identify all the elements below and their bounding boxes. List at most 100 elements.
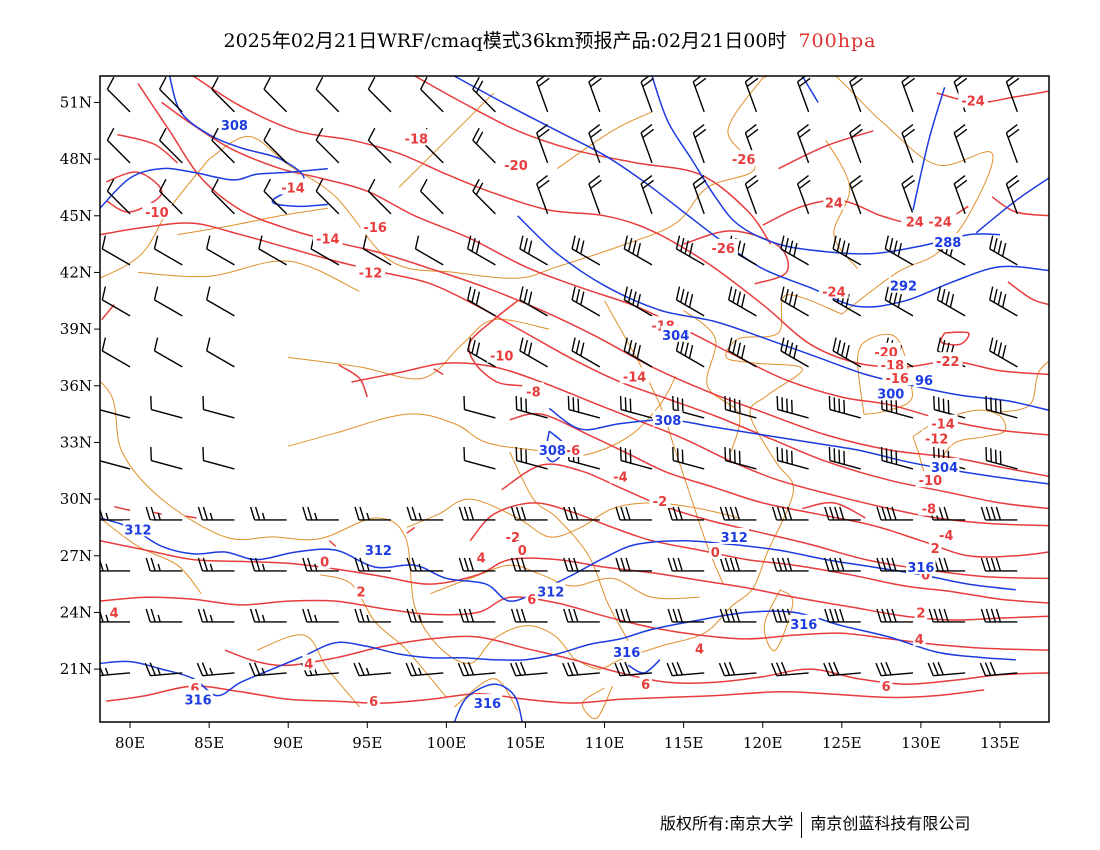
temperature-label: -6 bbox=[566, 444, 580, 459]
temperature-label: -12 bbox=[925, 433, 949, 448]
wind-barb bbox=[1005, 76, 1020, 113]
wind-barb bbox=[571, 286, 601, 317]
wind-barb bbox=[406, 557, 444, 572]
temperature-label-bg bbox=[360, 218, 390, 235]
temperature-label: -10 bbox=[490, 350, 514, 365]
lon-tick-label: 85E bbox=[194, 734, 224, 752]
temperature-label: -10 bbox=[145, 206, 169, 221]
map-frame bbox=[99, 75, 1050, 723]
wind-barb bbox=[985, 395, 1018, 419]
height-contour bbox=[975, 177, 1049, 234]
temperature-label: 6 bbox=[527, 593, 536, 608]
wind-barb bbox=[472, 76, 496, 113]
wind-barb bbox=[828, 395, 861, 419]
wind-barb bbox=[197, 506, 235, 521]
wind-barb bbox=[989, 337, 1018, 368]
wind-barb bbox=[571, 337, 601, 368]
temperature-contour bbox=[100, 596, 1049, 651]
wind-barb bbox=[263, 178, 288, 215]
wind-barb bbox=[985, 446, 1018, 470]
height-label-bg bbox=[888, 276, 919, 293]
wind-barb bbox=[101, 235, 131, 266]
wind-barb bbox=[989, 286, 1018, 317]
wind-barb bbox=[927, 661, 966, 677]
wind-barb bbox=[823, 661, 861, 677]
temperature-label-bg bbox=[819, 282, 849, 299]
height-contour bbox=[168, 76, 328, 208]
wind-barb bbox=[367, 127, 392, 164]
temperature-label: 6 bbox=[641, 678, 650, 693]
wind-barb bbox=[724, 446, 757, 470]
longitude-axis: 80E 85E 90E 95E 100E 105E 110E 115E 120E 125E 130E… bbox=[115, 722, 1020, 752]
wind-barb bbox=[106, 76, 131, 113]
wind-barb bbox=[667, 608, 705, 623]
temperature-label-bg bbox=[142, 203, 172, 219]
height-contour bbox=[100, 167, 328, 209]
wind-barb bbox=[463, 446, 496, 470]
wind-barb bbox=[211, 178, 235, 215]
wind-barb bbox=[515, 446, 548, 470]
temperature-contour bbox=[224, 635, 1049, 685]
wind-barb bbox=[509, 661, 548, 677]
temperature-label-bg bbox=[709, 543, 722, 559]
temperature-label-bg bbox=[933, 352, 963, 369]
wind-barb bbox=[510, 608, 548, 623]
wind-barb bbox=[640, 76, 655, 113]
temperature-label: -4 bbox=[939, 529, 953, 544]
wind-barb bbox=[144, 662, 183, 677]
wind-barb bbox=[953, 124, 968, 164]
wind-barb bbox=[249, 506, 287, 521]
height-contours bbox=[100, 76, 1049, 722]
wind-barb bbox=[666, 661, 705, 677]
temperature-contour bbox=[114, 505, 131, 512]
height-label-bg bbox=[933, 233, 963, 250]
temperature-label: -14 bbox=[316, 232, 340, 247]
wind-barb bbox=[849, 124, 863, 164]
height-label-bg bbox=[536, 582, 566, 599]
boundary-line bbox=[825, 139, 859, 270]
wind-barb bbox=[315, 178, 340, 215]
temperature-label: -12 bbox=[359, 266, 383, 281]
lat-tick-label: 42N bbox=[60, 263, 92, 281]
temperature-contour bbox=[802, 501, 866, 519]
temperature-label: -14 bbox=[623, 370, 647, 385]
temperature-label-bg bbox=[502, 527, 524, 544]
wind-barb bbox=[519, 337, 548, 368]
wind-barb bbox=[719, 608, 757, 623]
boundary-line bbox=[683, 309, 741, 453]
height-label: 316 bbox=[613, 646, 640, 661]
wind-barb bbox=[588, 76, 602, 113]
temperature-label: -18 bbox=[405, 132, 429, 147]
wind-barb bbox=[100, 409, 131, 419]
wind-barb bbox=[771, 506, 809, 521]
lon-tick-label: 100E bbox=[427, 734, 467, 752]
wind-barb bbox=[248, 662, 287, 677]
temperature-label-bg bbox=[914, 603, 928, 620]
wind-barb bbox=[197, 557, 235, 572]
temperature-contour bbox=[1007, 281, 1049, 306]
wind-barb bbox=[623, 286, 653, 317]
wind-barb bbox=[458, 506, 496, 521]
wind-barb bbox=[640, 175, 655, 215]
wind-barb bbox=[258, 235, 287, 266]
temperature-label-bg bbox=[516, 541, 529, 558]
height-label-bg bbox=[363, 541, 394, 558]
temperature-label-bg bbox=[693, 639, 706, 656]
lat-tick-label: 27N bbox=[60, 547, 92, 565]
temperature-label: 24 -24 bbox=[906, 215, 952, 230]
wind-barb bbox=[728, 337, 757, 368]
title-main: 2025年02月21日WRF/cmaq模式36km预报产品:02月21日00时 bbox=[223, 30, 787, 52]
temperature-label: -8 bbox=[526, 385, 540, 400]
wind-barb bbox=[405, 662, 444, 677]
temperature-label-bg bbox=[619, 367, 650, 384]
temperature-label-bg bbox=[313, 229, 343, 246]
wind-barb bbox=[367, 76, 392, 113]
height-contour bbox=[912, 87, 946, 211]
temperature-label-bg bbox=[901, 212, 957, 229]
wind-barb bbox=[563, 557, 600, 572]
wind-barb bbox=[980, 557, 1018, 572]
wind-barb bbox=[615, 506, 653, 521]
temperature-label-bg bbox=[882, 369, 912, 386]
copyright-owner: 版权所有:南京大学 bbox=[660, 814, 794, 833]
height-label: 312 bbox=[124, 523, 151, 538]
